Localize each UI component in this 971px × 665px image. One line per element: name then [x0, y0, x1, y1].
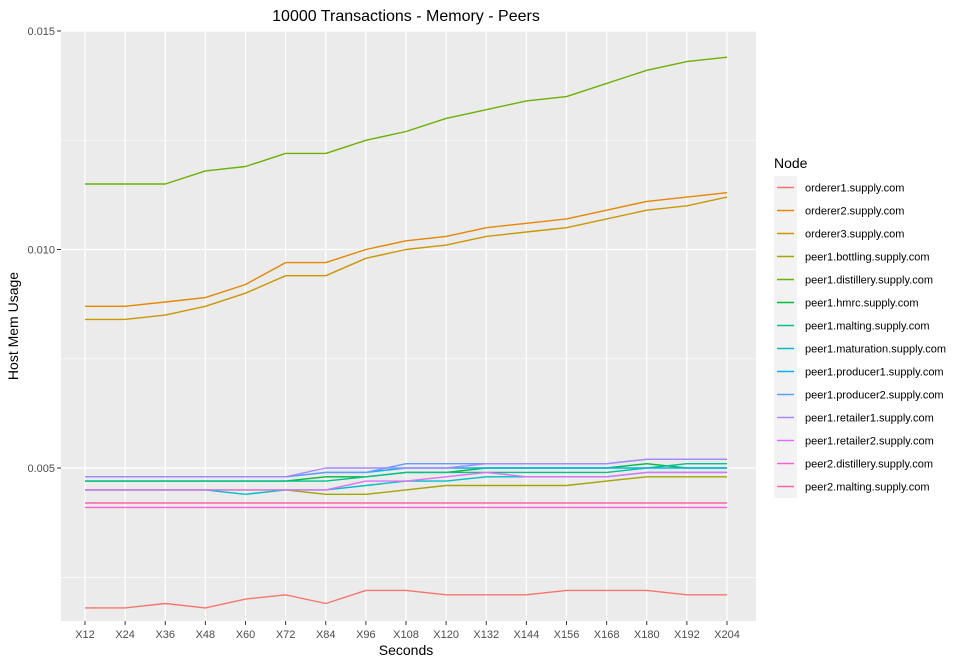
legend-title: Node [774, 155, 808, 171]
x-tick-label: X168 [594, 629, 620, 641]
x-tick-label: X96 [356, 629, 376, 641]
legend-label: peer2.distillery.supply.com [805, 459, 933, 471]
x-tick-label: X156 [554, 629, 580, 641]
legend-label: orderer2.supply.com [805, 206, 904, 218]
x-tick-label: X36 [155, 629, 175, 641]
series-line [85, 458, 727, 478]
legend-label: peer1.producer2.supply.com [805, 390, 944, 402]
x-tick-label: X24 [115, 629, 135, 641]
x-tick-label: X132 [473, 629, 499, 641]
legend-label: peer1.retailer2.supply.com [805, 436, 934, 448]
legend-label: peer1.producer1.supply.com [805, 367, 944, 379]
legend-label: peer1.maturation.supply.com [805, 344, 946, 356]
legend-label: orderer1.supply.com [805, 183, 904, 195]
y-tick-label: 0.010 [27, 245, 55, 257]
x-tick-label: X192 [674, 629, 700, 641]
series-line [85, 192, 728, 307]
x-axis-ticks: X12 X24 X36 X48 X60 X72 X84 X96 X108 X120 X132 X144… [75, 621, 740, 641]
x-tick-label: X12 [75, 629, 95, 641]
x-tick-label: X144 [514, 629, 540, 641]
legend-label: peer1.malting.supply.com [805, 321, 930, 333]
x-axis-title: Seconds [379, 642, 433, 658]
x-tick-label: X84 [316, 629, 336, 641]
series-line [85, 589, 727, 609]
legend-label: peer1.distillery.supply.com [805, 275, 933, 287]
y-tick-label: 0.005 [27, 463, 55, 475]
x-tick-label: X180 [634, 629, 660, 641]
minor-gridlines [61, 139, 756, 578]
legend-label: orderer3.supply.com [805, 229, 904, 241]
legend-label: peer1.retailer1.supply.com [805, 413, 934, 425]
series-line [85, 463, 727, 482]
y-axis-title: Host Mem Usage [5, 272, 21, 380]
y-axis-ticks: 0.005 0.010 0.015 [27, 26, 61, 475]
x-tick-label: X60 [236, 629, 256, 641]
x-tick-label: X72 [276, 629, 296, 641]
legend-label: peer1.hmrc.supply.com [805, 298, 919, 310]
y-tick-label: 0.015 [27, 26, 55, 38]
chart-title: 10000 Transactions - Memory - Peers [272, 8, 540, 25]
legend: Node orderer1.supply.com orderer2.supply.… [774, 155, 946, 498]
x-tick-label: X108 [393, 629, 419, 641]
legend-label: peer1.bottling.supply.com [805, 252, 930, 264]
plot-panel [61, 31, 756, 621]
x-tick-label: X204 [714, 629, 740, 641]
major-gridlines [61, 30, 756, 621]
series-line [85, 56, 728, 185]
legend-label: peer2.malting.supply.com [805, 482, 930, 494]
series-lines [85, 56, 728, 609]
x-tick-label: X120 [433, 629, 459, 641]
x-tick-label: X48 [196, 629, 216, 641]
series-line [85, 471, 727, 491]
series-line [85, 196, 728, 321]
